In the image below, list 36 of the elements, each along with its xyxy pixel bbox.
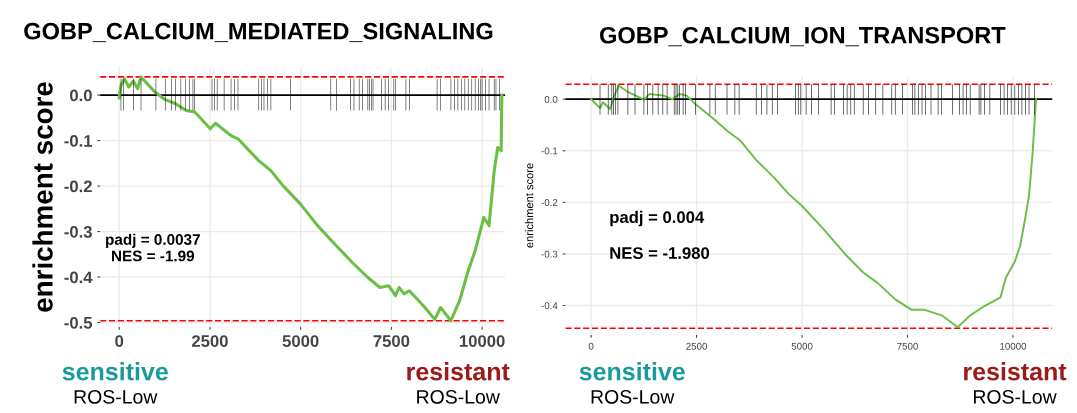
x-tick-label: 7500 (897, 342, 918, 350)
text: ROS-Low (74, 390, 158, 404)
line-series (590, 84, 1038, 329)
text: sensitive (62, 362, 168, 381)
y-tick-label: -0.1 (541, 147, 558, 155)
chart-title: GOBP_CALCIUM_MEDIATED_SIGNALING (24, 22, 493, 43)
y-tick-label: 0.0 (70, 89, 92, 102)
text: ROS-Low (417, 390, 500, 404)
annotation: padj = 0.0037 NES = -1.99 (106, 233, 200, 262)
text: resistant (407, 362, 510, 381)
y-tick-label: 0.0 (544, 95, 558, 103)
y-tick-label: -0.2 (64, 180, 92, 193)
y-axis-title: enrichment score (525, 163, 534, 248)
x-tick-label: 0 (115, 335, 124, 347)
x-tick-label: 7500 (373, 335, 410, 347)
text: padj = 0.004 NES = -1.980 (610, 210, 710, 259)
x-tick-label: 2500 (191, 335, 228, 347)
x-tick-label: 10000 (459, 335, 505, 347)
text: ROS-Low (591, 390, 675, 404)
text: sensitive (579, 362, 685, 381)
y-tick-label: -0.4 (64, 271, 93, 284)
y-tick-label: -0.3 (64, 225, 92, 238)
chart-title: GOBP_CALCIUM_ION_TRANSPORT (600, 26, 1006, 47)
x-tick-label: 5000 (791, 342, 813, 350)
x-tick-label: 2500 (686, 342, 708, 350)
y-tick-label: -0.1 (64, 135, 93, 147)
y-tick-label: -0.4 (541, 302, 558, 310)
text: ROS-Low (973, 390, 1057, 404)
x-tick-label: 0 (588, 342, 594, 350)
x-tick-label: 5000 (282, 335, 319, 347)
text: resistant (964, 362, 1067, 381)
y-tick-label: -0.3 (541, 250, 558, 258)
y-tick-label: -0.2 (541, 199, 558, 206)
y-axis-title: enrichment score (32, 82, 53, 312)
x-tick-label: 10000 (1000, 342, 1027, 350)
y-tick-label: -0.5 (64, 316, 93, 329)
